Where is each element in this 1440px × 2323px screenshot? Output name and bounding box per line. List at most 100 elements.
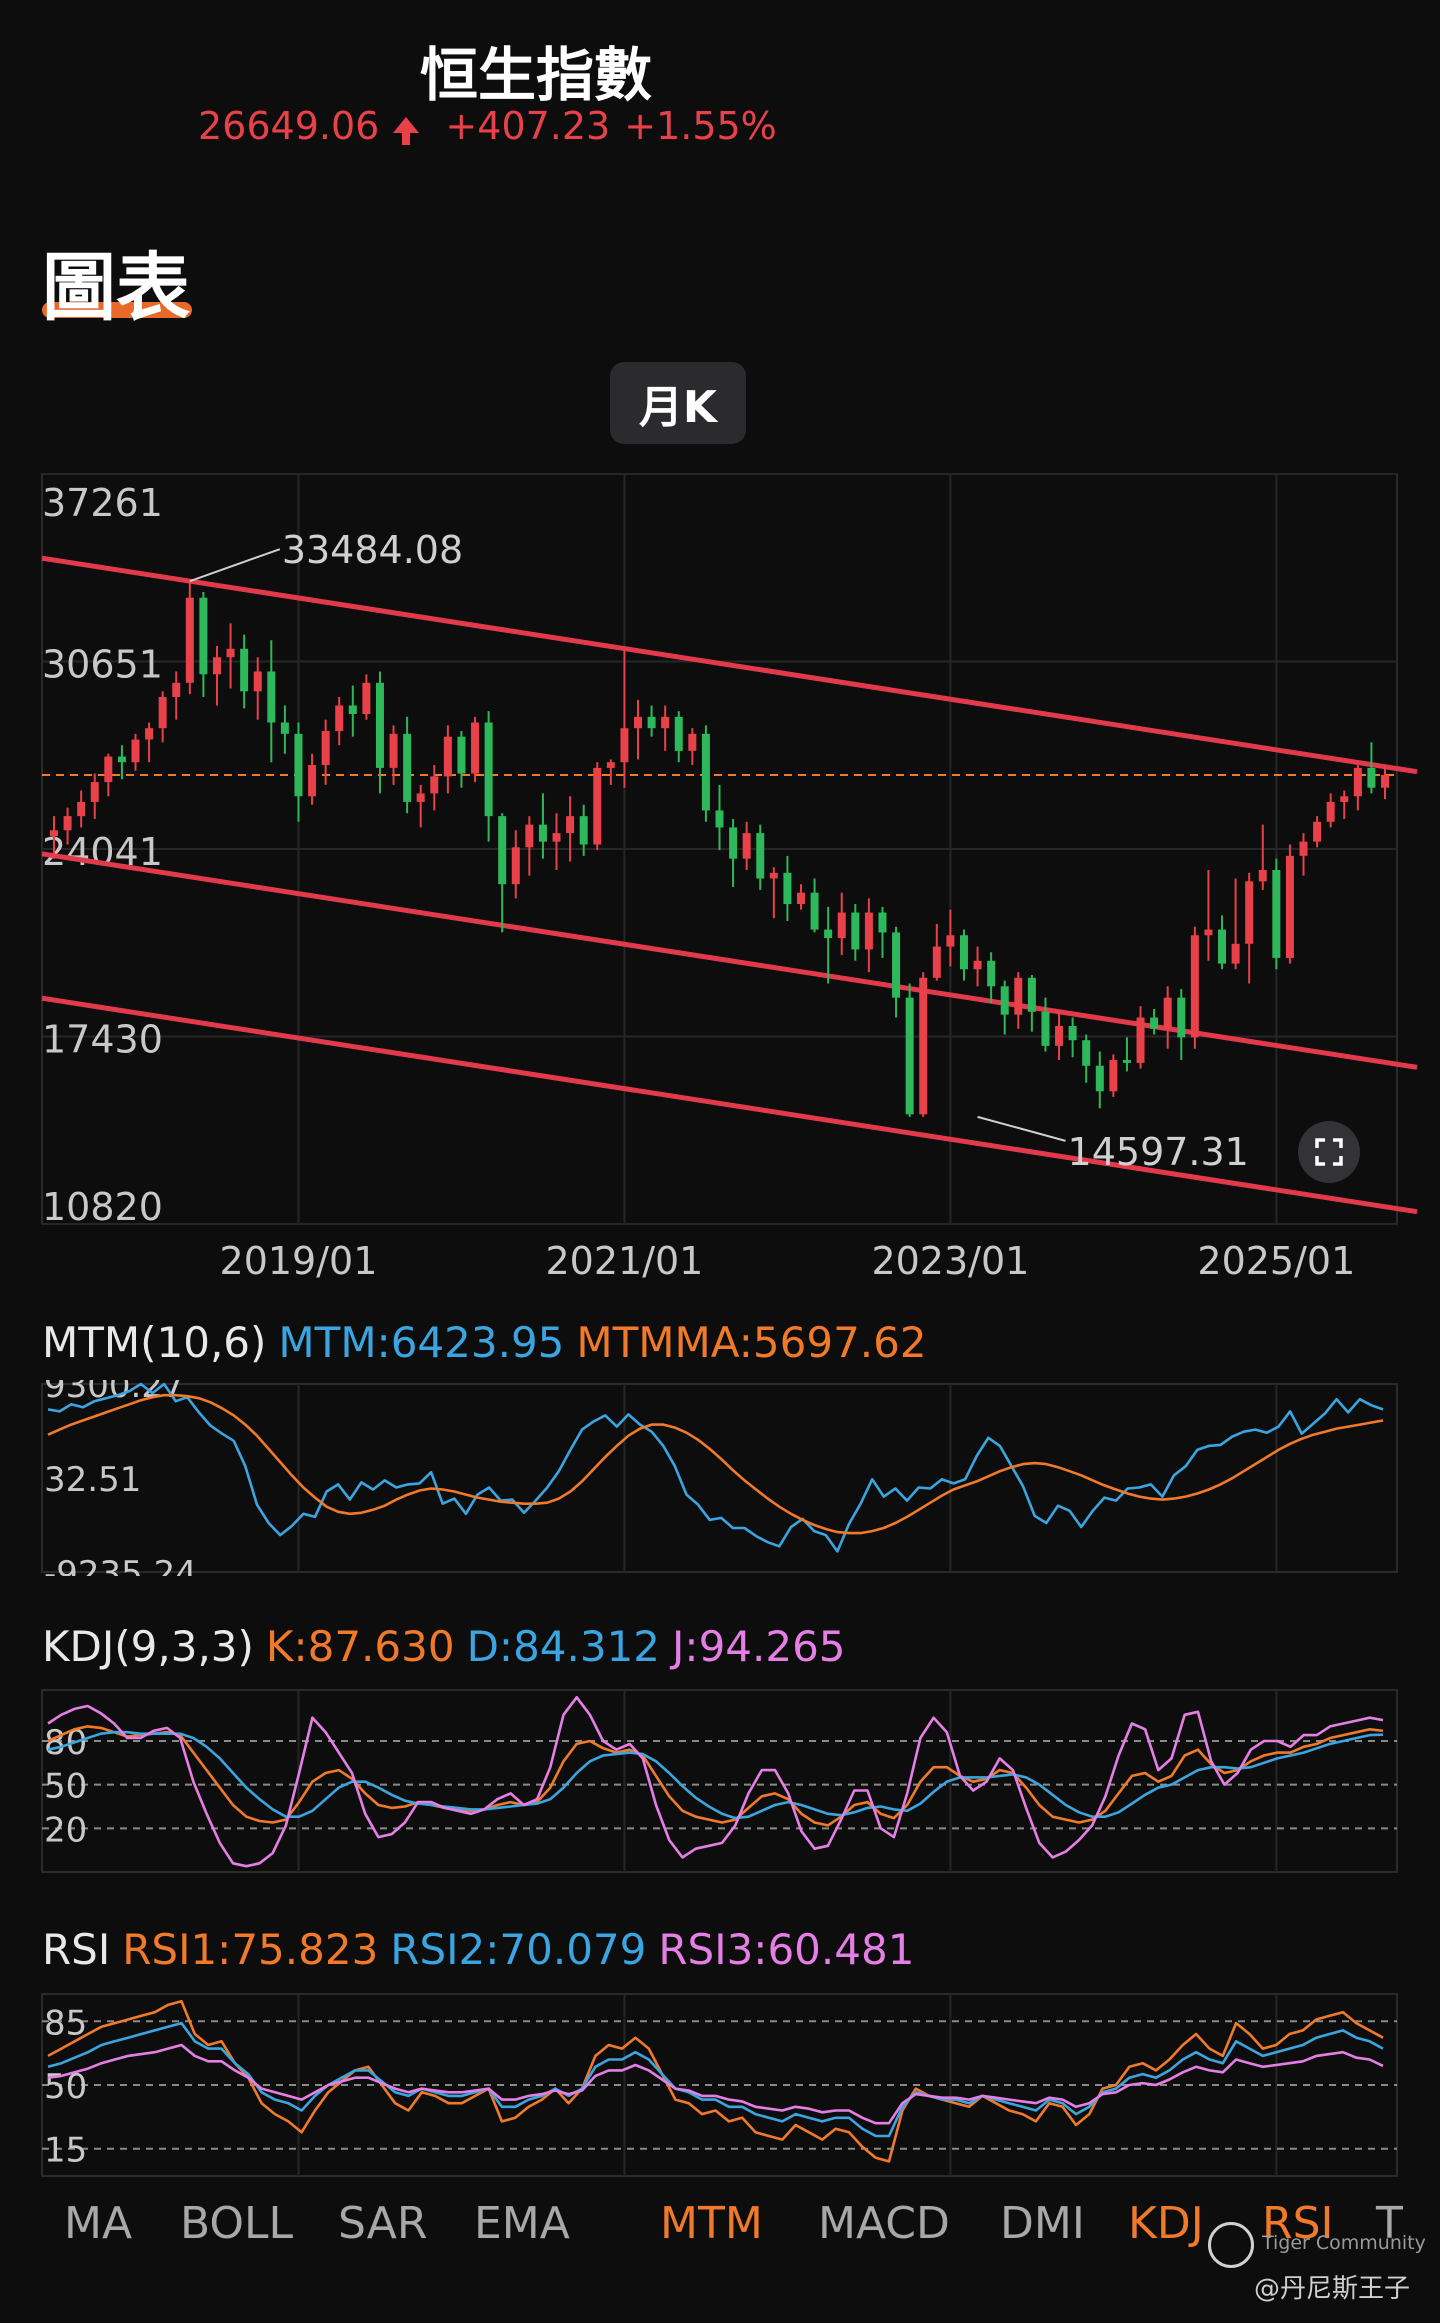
kdj-d-value: D:84.312 bbox=[466, 1622, 661, 1671]
candle-body bbox=[131, 739, 140, 763]
candle bbox=[987, 952, 996, 1004]
candle-body bbox=[579, 816, 588, 845]
annotation-label: 14597.31 bbox=[1068, 1130, 1249, 1174]
tab-boll[interactable]: BOLL bbox=[180, 2198, 294, 2249]
rsi-header: RSI RSI1:75.823 RSI2:70.079 RSI3:60.481 bbox=[42, 1925, 926, 1974]
candle-body bbox=[946, 935, 955, 947]
candle-body bbox=[117, 756, 126, 763]
candle bbox=[226, 623, 235, 689]
candle bbox=[1285, 844, 1294, 964]
candle bbox=[552, 813, 561, 871]
candle bbox=[77, 790, 86, 828]
mtmma-value: MTMMA:5697.62 bbox=[576, 1318, 927, 1367]
candlestick-chart[interactable]: 37261 30651 24041 17430 10820 33484.08 14597.… bbox=[0, 460, 1440, 1290]
candle bbox=[443, 725, 452, 794]
tab-rsi[interactable]: RSI bbox=[1262, 2198, 1334, 2249]
candle bbox=[878, 906, 887, 958]
candle bbox=[1245, 872, 1254, 984]
y-tick-label: 80 bbox=[44, 1723, 87, 1763]
candle-body bbox=[403, 733, 412, 802]
candle-body bbox=[892, 932, 901, 998]
candle-body bbox=[878, 912, 887, 933]
candles bbox=[50, 581, 1389, 1117]
y-tick-label: 30651 bbox=[42, 642, 163, 686]
period-selector-button[interactable]: 月K bbox=[610, 362, 746, 444]
candle bbox=[1000, 980, 1009, 1035]
candle-body bbox=[498, 816, 507, 885]
candle-body bbox=[525, 824, 534, 848]
candle-body bbox=[185, 597, 194, 683]
candle bbox=[932, 923, 941, 981]
candle-body bbox=[1190, 935, 1199, 1038]
candle bbox=[471, 716, 480, 783]
candle-body bbox=[769, 872, 778, 879]
candle-body bbox=[308, 765, 317, 797]
tab-dmi[interactable]: DMI bbox=[1000, 2198, 1085, 2249]
tab-mtm[interactable]: MTM bbox=[660, 2198, 763, 2249]
candle-body bbox=[1381, 774, 1389, 788]
candle bbox=[1163, 986, 1172, 1049]
candle bbox=[104, 753, 113, 797]
tab-ema[interactable]: EMA bbox=[474, 2198, 570, 2249]
candle bbox=[362, 674, 371, 720]
candle-body bbox=[362, 682, 371, 714]
candle bbox=[1027, 974, 1036, 1032]
candle-body bbox=[158, 696, 167, 729]
arrow-up-icon bbox=[393, 117, 420, 145]
candle-body bbox=[1340, 796, 1349, 802]
candle bbox=[389, 725, 398, 785]
tab-macd[interactable]: MACD bbox=[818, 2198, 950, 2249]
fullscreen-button[interactable] bbox=[1298, 1121, 1360, 1183]
candle-body bbox=[1068, 1026, 1077, 1041]
x-tick-label: 2019/01 bbox=[220, 1239, 378, 1283]
candle bbox=[525, 816, 534, 876]
quote-line: 26649.06 +407.23 +1.55% bbox=[198, 104, 791, 148]
candle-body bbox=[837, 912, 846, 939]
candle bbox=[634, 699, 643, 760]
x-tick-label: 2025/01 bbox=[1197, 1239, 1355, 1283]
candle bbox=[756, 824, 765, 890]
candle-body bbox=[742, 833, 751, 859]
candle bbox=[430, 765, 439, 811]
candle bbox=[593, 762, 602, 851]
candle bbox=[199, 592, 208, 697]
candle-body bbox=[199, 597, 208, 675]
candle bbox=[498, 813, 507, 933]
tab-ma[interactable]: MA bbox=[64, 2198, 133, 2249]
candle bbox=[647, 705, 656, 737]
candle bbox=[729, 818, 738, 888]
candle-body bbox=[796, 892, 805, 905]
y-tick-label: 85 bbox=[44, 2003, 87, 2043]
y-tick-label: 9300.27 bbox=[44, 1380, 185, 1406]
candle bbox=[63, 807, 72, 845]
candle bbox=[946, 909, 955, 967]
candle-body bbox=[783, 872, 792, 905]
candle bbox=[158, 691, 167, 743]
tab-sar[interactable]: SAR bbox=[338, 2198, 428, 2249]
middle-channel-line bbox=[41, 851, 1418, 1070]
candle bbox=[742, 821, 751, 871]
candle bbox=[403, 716, 412, 814]
candle bbox=[1041, 997, 1050, 1052]
candle-body bbox=[1299, 841, 1308, 856]
tab-kdj[interactable]: KDJ bbox=[1128, 2198, 1204, 2249]
kdj-header: KDJ(9,3,3) K:87.630 D:84.312 J:94.265 bbox=[42, 1622, 858, 1671]
candle-body bbox=[1218, 929, 1227, 964]
candle bbox=[484, 711, 493, 842]
candle-body bbox=[634, 716, 643, 729]
candle bbox=[185, 581, 194, 695]
candle bbox=[375, 671, 384, 794]
candle bbox=[267, 640, 276, 763]
candle bbox=[851, 904, 860, 961]
tab-t[interactable]: T bbox=[1376, 2198, 1403, 2249]
candle bbox=[1313, 816, 1322, 848]
candle bbox=[1136, 1006, 1145, 1069]
mtm-title: MTM(10,6) bbox=[42, 1318, 267, 1367]
candle bbox=[783, 855, 792, 922]
candle bbox=[1082, 1034, 1091, 1083]
candle-body bbox=[1163, 997, 1172, 1029]
series-line-k bbox=[47, 1725, 1384, 1827]
candle bbox=[1150, 1008, 1159, 1035]
candle-body bbox=[253, 671, 262, 692]
